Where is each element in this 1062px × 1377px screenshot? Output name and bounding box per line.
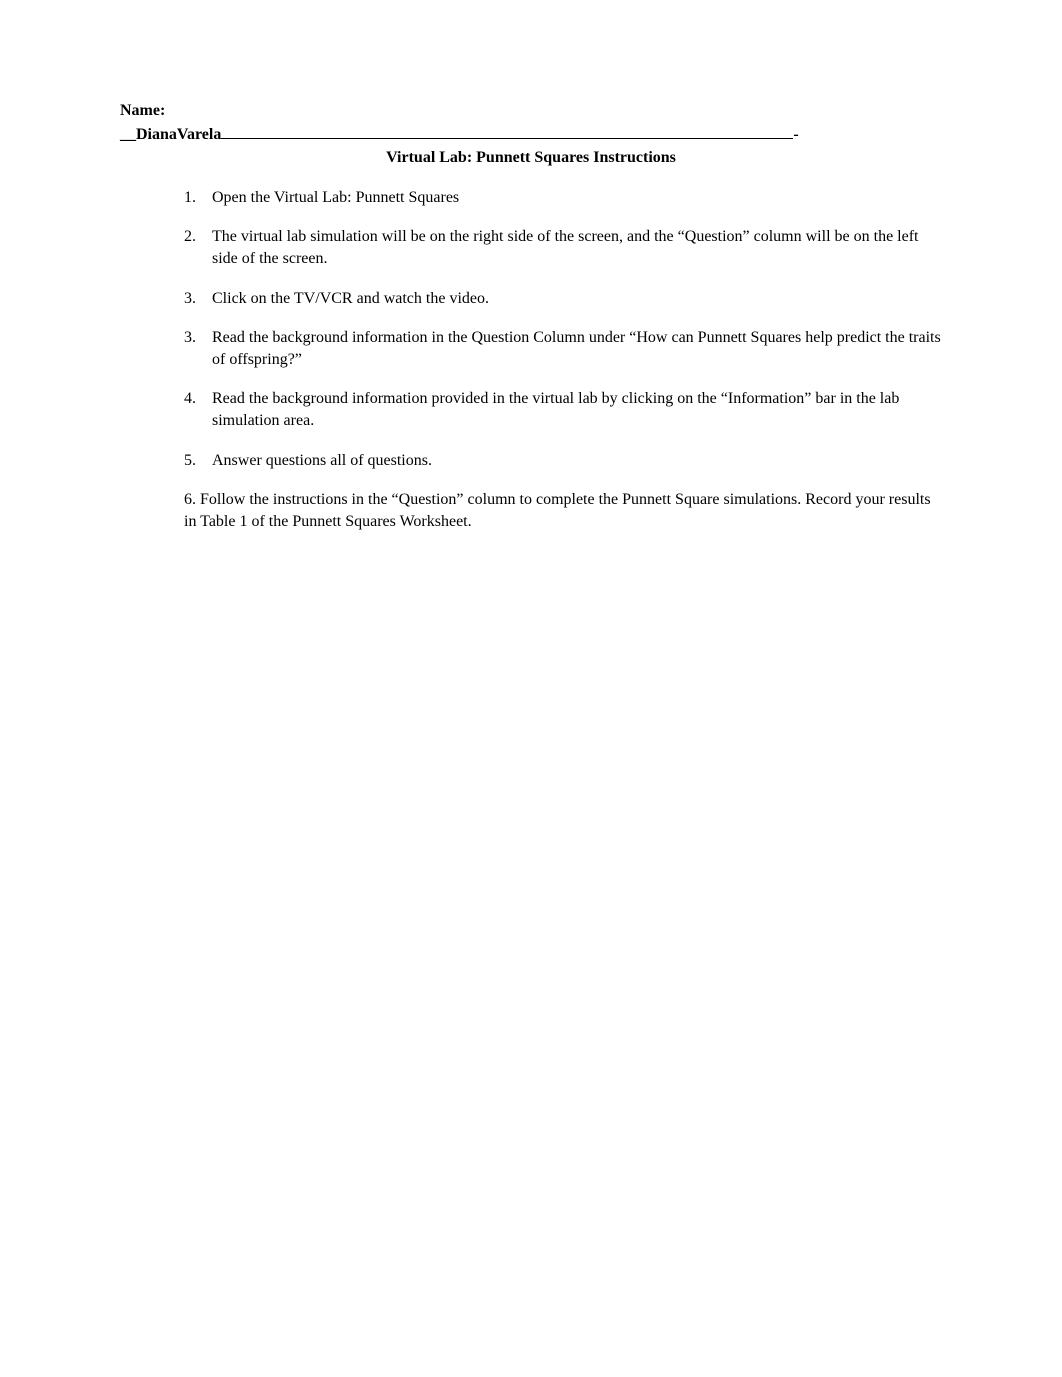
- list-item-number: 1.: [184, 187, 212, 209]
- name-prefix: __: [120, 126, 136, 143]
- list-item: 1. Open the Virtual Lab: Punnett Squares: [184, 187, 942, 209]
- list-item: 3. Click on the TV/VCR and watch the vid…: [184, 288, 942, 310]
- name-underline: [221, 138, 793, 139]
- list-item-number: 3.: [184, 327, 212, 370]
- instructions-list: 1. Open the Virtual Lab: Punnett Squares…: [120, 187, 942, 471]
- list-item-number: 2.: [184, 226, 212, 269]
- list-item-number: 5.: [184, 450, 212, 472]
- page-title: Virtual Lab: Punnett Squares Instruction…: [120, 147, 942, 169]
- list-item-text: Read the background information provided…: [212, 388, 942, 431]
- list-item-number: 4.: [184, 388, 212, 431]
- name-value: DianaVarela: [136, 126, 221, 143]
- name-line: __DianaVarela -: [120, 124, 942, 146]
- final-paragraph: 6. Follow the instructions in the “Quest…: [120, 489, 942, 532]
- list-item-text: The virtual lab simulation will be on th…: [212, 226, 942, 269]
- list-item: 4. Read the background information provi…: [184, 388, 942, 431]
- list-item-text: Read the background information in the Q…: [212, 327, 942, 370]
- list-item: 3. Read the background information in th…: [184, 327, 942, 370]
- list-item-number: 3.: [184, 288, 212, 310]
- list-item-text: Open the Virtual Lab: Punnett Squares: [212, 187, 942, 209]
- list-item-text: Click on the TV/VCR and watch the video.: [212, 288, 942, 310]
- name-label: Name:: [120, 100, 942, 122]
- list-item-text: Answer questions all of questions.: [212, 450, 942, 472]
- list-item: 5. Answer questions all of questions.: [184, 450, 942, 472]
- trailing-dash: -: [793, 126, 798, 143]
- list-item: 2. The virtual lab simulation will be on…: [184, 226, 942, 269]
